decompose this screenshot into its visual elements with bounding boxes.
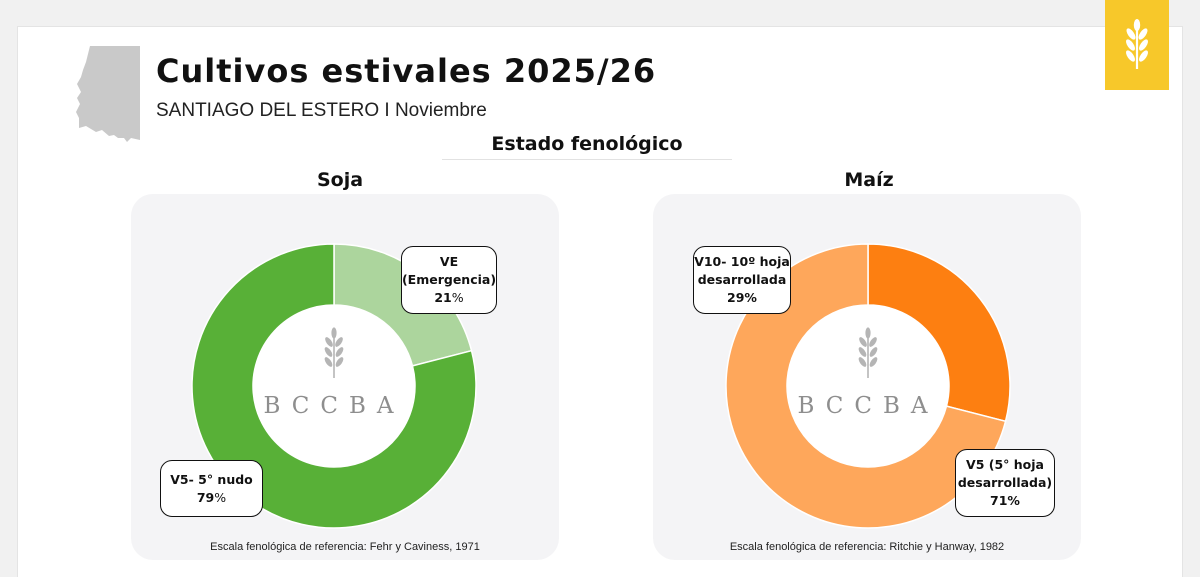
maiz-label-v10-line2: desarrollada [697,272,787,287]
soja-label-v5-unit: % [214,489,227,505]
watermark-text: BCCBA [263,393,404,419]
maiz-label-v5-line1: V5 (5° hoja [966,457,1044,472]
soja-label-v5-line1: V5- 5° nudo [170,471,253,487]
soja-label-v5: V5- 5° nudo 79% [160,460,263,517]
donut-slice-1 [867,243,1011,423]
maiz-label-v5: V5 (5° hoja desarrollada) 71% [955,449,1055,517]
soja-label-v5-value: 79 [196,489,215,505]
donut-slice-2 [191,243,477,529]
maiz-chart-title: Maíz [844,169,894,191]
maiz-scale-reference: Escala fenológica de referencia: Ritchie… [729,541,1005,553]
wheat-icon [1126,19,1148,69]
maiz-chart-panel: BCCBA V10- 10º hoja desarrollada 29% V5 … [653,194,1081,560]
donut-hole [253,305,415,467]
soja-label-ve-value: 21 [434,290,452,305]
maiz-donut-chart: BCCBA [725,243,1011,529]
maiz-label-v5-line2: desarrollada) [957,475,1053,490]
donut-hole [787,305,949,467]
watermark-wheat-icon [858,327,878,378]
soja-label-ve-value-wrap: 21% [434,289,463,307]
maiz-label-v10-line1: V10- 10º hoja [694,254,790,269]
soja-chart-title: Soja [316,169,364,191]
watermark-wheat-icon [324,327,344,378]
donut-slice-2 [725,243,1007,529]
soja-label-ve-line2: (Emergencia) [401,272,497,287]
maiz-label-v10-value: 29% [727,290,757,305]
maiz-label-v10: V10- 10º hoja desarrollada 29% [693,246,791,314]
page-title: Cultivos estivales 2025/26 [156,52,657,90]
page-subtitle: SANTIAGO DEL ESTERO I Noviembre [156,100,487,121]
province-map-icon [76,46,140,142]
soja-chart-panel: BCCBA VE (Emergencia) 21% V5- 5° nudo 79… [131,194,559,560]
maiz-label-v5-value: 71% [990,493,1020,508]
soja-label-ve-line1: VE [439,254,459,269]
soja-scale-reference: Escala fenológica de referencia: Fehr y … [210,541,480,553]
section-title: Estado fenológico [491,133,683,155]
soja-label-ve-unit: % [451,290,464,305]
soja-label-v5-value-wrap: 79% [197,489,226,507]
soja-label-ve: VE (Emergencia) 21% [401,246,497,314]
logo-badge [1105,0,1169,90]
section-divider [442,159,732,160]
watermark-text: BCCBA [797,393,938,419]
